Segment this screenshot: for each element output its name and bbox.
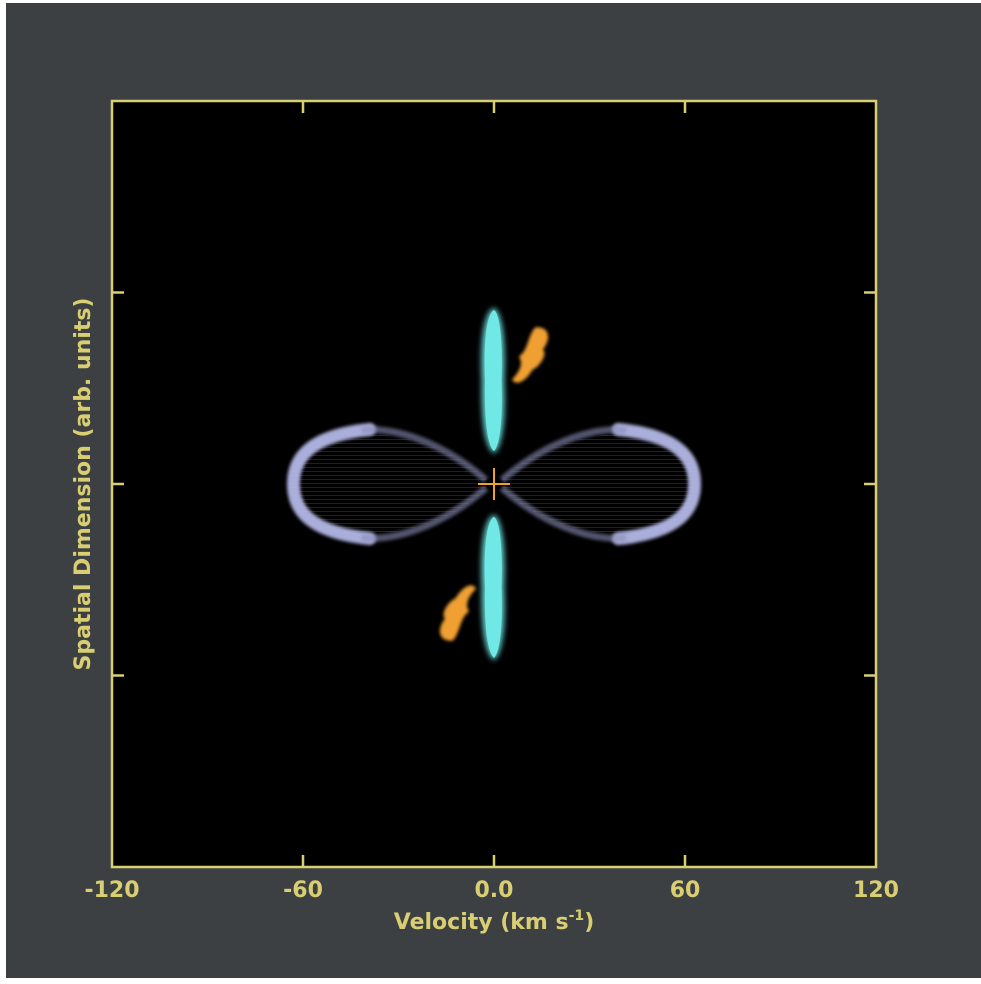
xtick-label-3: 60 [670,878,701,903]
knot-feature [439,327,549,641]
ring-right-lower-arc [499,485,627,542]
ring-left-lower-arc [361,485,489,542]
x-tick-labels: -120 -60 0.0 60 120 [84,878,899,903]
knot-lower [439,585,477,641]
ring-right-upper-arc [499,426,627,483]
x-axis-label-suffix: ) [584,910,594,935]
x-axis-label: Velocity (km s-1) [394,908,595,935]
figure: -120 -60 0.0 60 120 Velocity (km s-1) Spatia… [6,3,981,978]
origin-marker [478,468,510,500]
emission-features [286,307,702,661]
xtick-label-2: 0.0 [475,878,514,903]
xtick-label-1: -60 [283,878,323,903]
y-axis-label: Spatial Dimension (arb. units) [71,298,96,671]
x-axis-label-superscript: -1 [569,908,585,924]
xtick-label-4: 120 [853,878,899,903]
jet-feature [481,307,505,661]
ring-right-hatch [502,434,700,534]
position-velocity-chart: -120 -60 0.0 60 120 Velocity (km s-1) Spatia… [71,99,899,935]
plot-frame [110,99,878,869]
jet-upper [484,310,502,452]
ring-feature [286,422,702,546]
axis-ticks [112,101,876,867]
ring-left-hatch [288,434,486,534]
jet-lower [484,516,502,658]
xtick-label-0: -120 [84,878,139,903]
ring-left-upper-arc [361,426,489,483]
knot-upper [511,327,549,383]
ring-right-rim [611,422,702,546]
ring-left-rim [286,422,377,546]
